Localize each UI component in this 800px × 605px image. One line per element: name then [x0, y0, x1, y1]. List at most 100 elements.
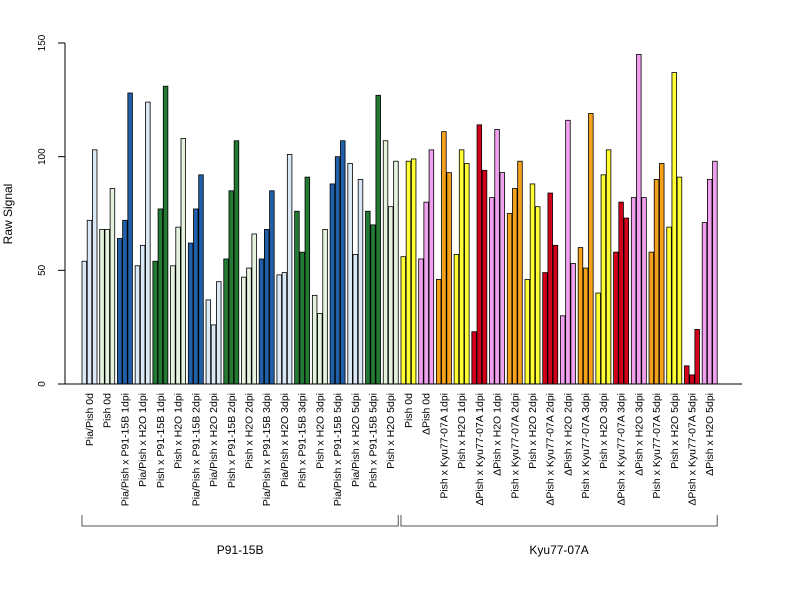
bar: [269, 190, 275, 385]
bar: [304, 176, 311, 385]
x-tick-label: Pia/Pish x H2O 2dpi: [208, 393, 220, 487]
x-tick-label: Pish x H2O 1dpi: [456, 393, 468, 469]
x-tick-label: ΔPish x H2O 2dpi: [562, 393, 574, 476]
group-bracket: [81, 515, 399, 527]
bar: [365, 210, 371, 385]
bar: [613, 251, 619, 385]
bar: [347, 163, 353, 385]
x-tick-label: ΔPish x Kyu77-07A 1dpi: [474, 393, 486, 506]
bar: [428, 149, 435, 385]
bar: [317, 313, 323, 385]
x-tick-label: Pish x P91-15B 2dpi: [226, 393, 238, 488]
bar: [671, 72, 677, 385]
bar: [375, 94, 381, 385]
y-tick-label: 150: [37, 34, 48, 51]
bar: [241, 276, 247, 385]
x-tick-label: Pish x P91-15B 1dpi: [155, 393, 167, 488]
bar: [489, 197, 495, 385]
bar: [481, 169, 488, 385]
x-tick-label: Pia/Pish x H2O 5dpi: [350, 393, 362, 487]
bar: [464, 163, 470, 385]
bar: [81, 260, 87, 385]
bar: [707, 178, 713, 385]
x-tick-label: Pish x H2O 1dpi: [173, 393, 185, 469]
bar: [228, 190, 234, 385]
x-tick-label: Pish x Kyu77-07A 1dpi: [438, 393, 450, 499]
x-tick-label: Pia/Pish x P91-15B 1dpi: [119, 393, 131, 506]
bar: [311, 294, 318, 385]
y-tick-label: 100: [37, 148, 48, 165]
bar: [600, 174, 607, 385]
x-tick-label: Pish x H2O 3dpi: [314, 393, 326, 469]
x-tick-labels: Pia/Pish 0d Pish 0d Pia/Pish x P91-15B 1dp…: [84, 393, 716, 506]
bar: [322, 229, 328, 385]
bar: [595, 292, 601, 385]
bar: [560, 315, 566, 385]
bar: [630, 197, 637, 385]
bar: [157, 208, 164, 385]
bar: [517, 160, 523, 385]
bar: [494, 128, 500, 385]
bar: [512, 188, 518, 385]
bar: [524, 279, 530, 385]
bar: [286, 153, 293, 385]
bar: [582, 267, 589, 385]
x-tick-label: Pia/Pish 0d: [84, 393, 96, 446]
x-tick-label: ΔPish x H2O 3dpi: [633, 393, 645, 476]
bar: [145, 101, 151, 385]
x-tick-label: Pish x H2O 2dpi: [243, 393, 255, 469]
bar: [506, 213, 513, 385]
x-tick-label: Pish x P91-15B 3dpi: [297, 393, 309, 488]
x-tick-label: Pish 0d: [403, 393, 415, 428]
bar: [205, 299, 212, 385]
group-brackets: P91-15B Kyu77-07A: [81, 515, 718, 557]
bars: [81, 53, 718, 385]
bar: [605, 149, 612, 385]
y-tick-label: 50: [37, 264, 48, 276]
y-tick-label: 0: [37, 381, 48, 387]
bar: [476, 124, 483, 385]
bar: [423, 201, 429, 385]
bar: [281, 272, 288, 385]
bar: [223, 258, 229, 385]
bar: [352, 254, 358, 385]
bar: [340, 140, 346, 385]
bar: [117, 238, 123, 385]
bar: [152, 260, 158, 385]
bar: [263, 229, 270, 385]
bar: [676, 176, 683, 385]
bar: [499, 172, 505, 385]
bar: [370, 224, 376, 385]
bar: [276, 274, 282, 385]
bar: [577, 247, 584, 385]
bar: [139, 244, 146, 385]
x-tick-label: Pish x H2O 3dpi: [598, 393, 610, 469]
x-tick-label: Pish 0d: [102, 393, 114, 428]
bar: [446, 172, 452, 385]
y-axis-label: Raw Signal: [1, 184, 15, 245]
x-tick-label: Pia/Pish x P91-15B 5dpi: [332, 393, 344, 506]
x-tick-label: Pish x Kyu77-07A 2dpi: [509, 393, 521, 499]
bar: [170, 265, 176, 385]
bar: [393, 160, 399, 385]
x-tick-label: Pia/Pish x P91-15B 2dpi: [190, 393, 202, 506]
bar: [193, 208, 199, 385]
bar: [251, 233, 257, 385]
bar: [453, 254, 460, 385]
bar: [329, 183, 336, 385]
bar: [187, 242, 194, 385]
x-tick-label: ΔPish x Kyu77-07A 5dpi: [686, 393, 698, 506]
bar: [388, 206, 394, 385]
bar: [210, 324, 217, 385]
bar: [162, 85, 169, 385]
bar: [382, 140, 389, 385]
bar: [689, 374, 695, 385]
x-tick-label: Pish x H2O 2dpi: [527, 393, 539, 469]
bar: [701, 222, 708, 385]
bar: [104, 229, 110, 385]
x-tick-label: Pish x Kyu77-07A 3dpi: [580, 393, 592, 499]
group-bracket-label: Kyu77-07A: [529, 543, 588, 557]
bar: [198, 174, 204, 385]
